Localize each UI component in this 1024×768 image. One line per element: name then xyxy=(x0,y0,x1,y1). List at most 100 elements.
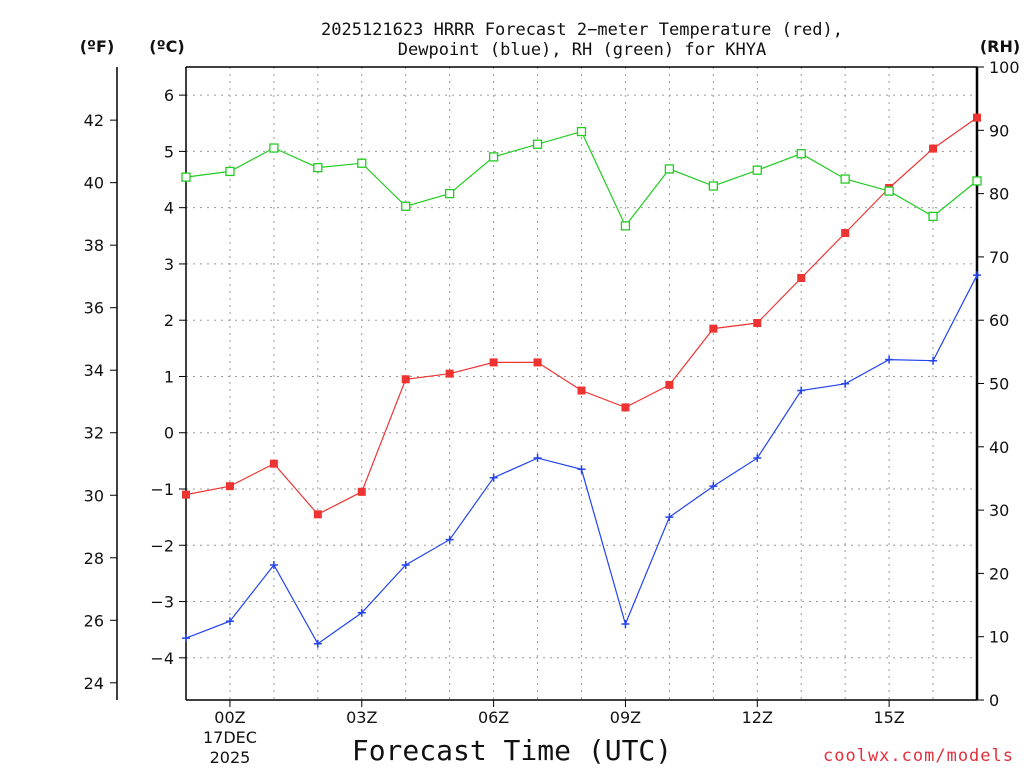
rh-tick-label: 90 xyxy=(989,121,1009,140)
rh-tick-label: 80 xyxy=(989,185,1009,204)
x-tick-label: 09Z xyxy=(610,708,641,727)
temperature-point xyxy=(489,358,498,367)
temperature-point xyxy=(269,459,278,468)
x-tick-label: 06Z xyxy=(478,708,509,727)
dewpoint-point xyxy=(313,639,322,648)
celsius-tick-label: −2 xyxy=(150,536,174,555)
celsius-tick-label: 3 xyxy=(164,255,174,274)
relative-humidity-point xyxy=(357,158,367,168)
dewpoint-point xyxy=(577,465,586,474)
temperature-point xyxy=(401,375,410,384)
fahrenheit-tick-label: 28 xyxy=(84,549,104,568)
x-tick-label: 15Z xyxy=(873,708,904,727)
dewpoint-point xyxy=(357,608,366,617)
fahrenheit-tick-label: 40 xyxy=(84,174,104,193)
fahrenheit-tick-label: 34 xyxy=(84,361,104,380)
temperature-point xyxy=(841,228,850,237)
chart-title-line-1: 2025121623 HRRR Forecast 2−meter Tempera… xyxy=(321,20,843,40)
dewpoint-point xyxy=(753,454,762,463)
rh-tick-label: 30 xyxy=(989,501,1009,520)
rh-tick-label: 10 xyxy=(989,628,1009,647)
fahrenheit-tick-label: 42 xyxy=(84,111,104,130)
relative-humidity-point xyxy=(620,221,631,231)
axis-labels: −4−3−2−101234562426283032343638404201020… xyxy=(84,58,1020,767)
fahrenheit-tick-label: 24 xyxy=(84,674,104,693)
relative-humidity-point xyxy=(488,152,499,162)
temperature-point xyxy=(973,113,981,122)
dewpoint-point xyxy=(709,482,718,491)
relative-humidity-point xyxy=(928,211,938,222)
dewpoint-point xyxy=(973,271,981,280)
x-axis-title: Forecast Time (UTC) xyxy=(352,734,672,767)
data-series xyxy=(181,113,982,648)
dewpoint-point xyxy=(929,356,938,365)
x-tick-year-label: 2025 xyxy=(210,748,251,767)
celsius-tick-label: −4 xyxy=(150,649,174,668)
relative-humidity-point xyxy=(664,164,675,174)
temperature-point xyxy=(357,487,366,496)
temperature-point xyxy=(182,490,190,499)
relative-humidity-point xyxy=(532,139,543,149)
dewpoint-point xyxy=(841,379,850,388)
temperature-point xyxy=(797,274,806,282)
temperature-point xyxy=(709,324,718,333)
rh-tick-label: 0 xyxy=(989,691,999,710)
temperature-point xyxy=(621,403,630,412)
dewpoint-point xyxy=(621,620,630,629)
dewpoint-point xyxy=(182,634,190,643)
temperature-point xyxy=(445,369,454,378)
relative-humidity-point xyxy=(445,188,455,199)
rh-tick-label: 40 xyxy=(989,438,1009,457)
relative-humidity-point xyxy=(181,172,191,182)
credit-text[interactable]: coolwx.com/models xyxy=(823,746,1014,766)
temperature-point xyxy=(665,380,674,389)
rh-tick-label: 50 xyxy=(989,375,1009,394)
relative-humidity-point xyxy=(972,176,982,186)
temperature-point xyxy=(533,358,542,367)
relative-humidity-point xyxy=(401,201,411,211)
x-tick-label: 00Z xyxy=(214,708,245,727)
fahrenheit-tick-label: 38 xyxy=(84,236,104,255)
celsius-tick-label: −1 xyxy=(150,480,174,499)
relative-humidity-point xyxy=(708,181,718,191)
temperature-point xyxy=(577,386,586,395)
rh-tick-label: 70 xyxy=(989,248,1009,267)
chart-title-line-2: Dewpoint (blue), RH (green) for KHYA xyxy=(398,40,766,60)
dewpoint-point xyxy=(797,386,806,395)
dewpoint-point xyxy=(885,355,894,364)
relative-humidity-point xyxy=(884,186,894,196)
celsius-tick-label: 4 xyxy=(164,199,174,218)
fahrenheit-tick-label: 36 xyxy=(84,299,104,318)
fahrenheit-tick-label: 32 xyxy=(84,424,104,443)
x-tick-label: 03Z xyxy=(346,708,377,727)
x-tick-date-label: 17DEC xyxy=(203,728,257,747)
relative-humidity-point xyxy=(313,162,323,173)
rh-tick-label: 100 xyxy=(989,58,1020,77)
celsius-tick-label: 2 xyxy=(164,311,174,330)
dewpoint-point xyxy=(489,473,498,482)
dewpoint-point xyxy=(533,454,542,463)
dewpoint-point xyxy=(401,560,410,569)
relative-humidity-point xyxy=(796,149,806,159)
rh-tick-label: 20 xyxy=(989,564,1009,583)
dewpoint-point xyxy=(445,535,454,544)
celsius-tick-label: −3 xyxy=(150,593,174,612)
rh-tick-label: 60 xyxy=(989,311,1009,330)
fahrenheit-tick-label: 26 xyxy=(84,611,104,630)
temperature-point xyxy=(313,510,322,519)
celsius-unit-label: (ºC) xyxy=(149,37,184,56)
rh-unit-label: (RH) xyxy=(980,37,1020,56)
celsius-tick-label: 5 xyxy=(164,142,174,161)
temperature-point xyxy=(929,144,938,153)
celsius-tick-label: 1 xyxy=(164,367,174,386)
relative-humidity-point xyxy=(752,165,762,175)
dewpoint-point xyxy=(269,560,278,569)
fahrenheit-unit-label: (ºF) xyxy=(80,37,115,56)
celsius-tick-label: 0 xyxy=(164,424,174,443)
fahrenheit-tick-label: 30 xyxy=(84,486,104,505)
relative-humidity-point xyxy=(225,166,235,177)
relative-humidity-point xyxy=(576,126,587,137)
relative-humidity-point xyxy=(840,174,850,184)
